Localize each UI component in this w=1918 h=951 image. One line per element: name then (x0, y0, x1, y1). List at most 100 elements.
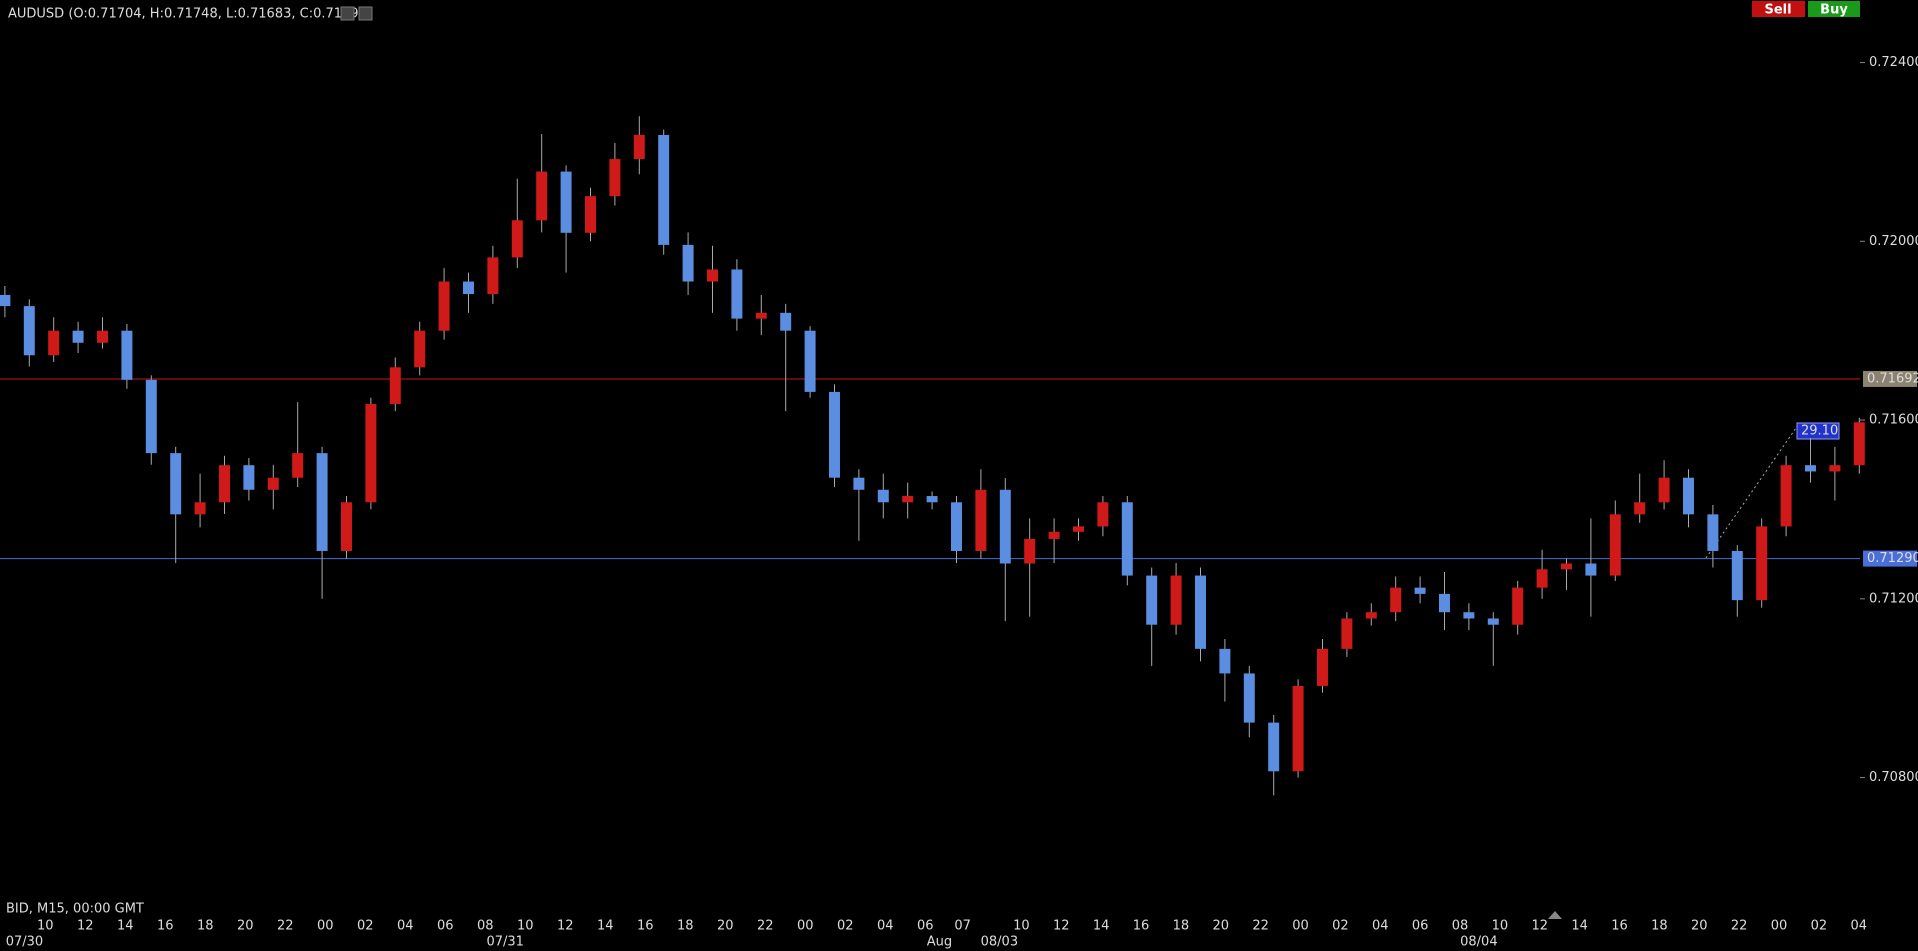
x-hour-label: 08 (477, 919, 494, 934)
candle-body (1316, 648, 1328, 686)
candle-body (926, 496, 938, 503)
x-hour-label: 06 (437, 919, 454, 934)
candle-body (1365, 612, 1377, 619)
candle-body (780, 312, 792, 331)
candle-body (1438, 593, 1450, 613)
y-tick-label: 0.71600 (1869, 413, 1918, 428)
price-label: 0.71692 (1867, 371, 1918, 386)
candle-body (804, 330, 816, 392)
sell-button[interactable] (1752, 1, 1805, 17)
candle-body (487, 257, 499, 295)
x-hour-label: 18 (197, 919, 214, 934)
x-date-label: 07/30 (6, 935, 43, 950)
x-hour-label: 20 (1691, 919, 1708, 934)
x-hour-label: 18 (1651, 919, 1668, 934)
x-hour-label: 06 (1412, 919, 1429, 934)
x-hour-label: 04 (1372, 919, 1389, 934)
candle-body (682, 244, 694, 282)
candle-body (511, 220, 523, 258)
x-hour-label: 16 (157, 919, 174, 934)
candle-body (828, 391, 840, 478)
x-hour-label: 16 (1611, 919, 1628, 934)
candle-body (658, 134, 670, 245)
x-hour-label: 04 (1851, 919, 1868, 934)
x-hour-label: 18 (677, 919, 694, 934)
candle-body (1097, 502, 1109, 527)
candle-body (267, 477, 279, 490)
candle-body (463, 281, 474, 295)
scroll-marker[interactable] (1548, 911, 1562, 919)
candle-body (1780, 465, 1792, 527)
y-tick-label: 0.71200 (1869, 591, 1918, 606)
candle-body (1463, 612, 1475, 619)
candle-body (560, 171, 572, 233)
x-hour-label: 12 (77, 919, 94, 934)
candle-body (292, 453, 304, 478)
candle-body (609, 159, 621, 197)
candle-body (1292, 685, 1304, 772)
candle-body (341, 502, 352, 551)
candle-body (1707, 514, 1719, 551)
candle-body (1585, 563, 1597, 576)
candle-body (414, 330, 426, 368)
candle-body (438, 281, 450, 331)
candle-body (633, 134, 645, 160)
x-hour-label: 16 (637, 919, 654, 934)
candle-body (170, 453, 182, 515)
icon[interactable] (358, 6, 373, 21)
candle-body (1512, 587, 1524, 625)
candle-body (1682, 477, 1694, 515)
measure-label: 29.10 (1801, 424, 1838, 439)
x-hour-label: 00 (797, 919, 814, 934)
x-date-label: 08/03 (981, 935, 1018, 950)
x-hour-label: 00 (317, 919, 334, 934)
candle-body (1219, 648, 1231, 674)
candle-body (1146, 575, 1158, 625)
x-hour-label: 18 (1173, 919, 1190, 934)
x-hour-label: 22 (1252, 919, 1269, 934)
candle-body (1609, 514, 1621, 576)
x-date-label: 07/31 (486, 935, 523, 950)
x-hour-label: 00 (1292, 919, 1309, 934)
x-hour-label: 14 (1093, 919, 1110, 934)
x-hour-label: 06 (917, 919, 934, 934)
candle-body (877, 489, 889, 503)
candle-body (365, 403, 377, 503)
x-hour-label: 20 (717, 919, 734, 934)
y-tick-label: 0.70800 (1869, 770, 1918, 785)
candle-body (1829, 465, 1841, 472)
x-hour-label: 16 (1133, 919, 1150, 934)
candle-body (902, 496, 914, 503)
y-tick-label: 0.72000 (1869, 234, 1918, 249)
buy-button[interactable] (1808, 1, 1860, 17)
candle-body (1194, 575, 1206, 649)
buy-label[interactable]: Buy (1820, 3, 1848, 18)
candle-body (975, 489, 987, 551)
candle-body (1390, 587, 1402, 613)
candle-body (853, 477, 865, 490)
icon[interactable] (340, 6, 355, 21)
x-hour-label: 22 (1731, 919, 1748, 934)
candle-body (999, 489, 1011, 564)
candle-body (1487, 618, 1499, 625)
x-hour-label: 08 (1452, 919, 1469, 934)
x-hour-label: 10 (1013, 919, 1030, 934)
candle-body (1170, 575, 1182, 625)
candle-body (1634, 502, 1646, 515)
candle-body (731, 269, 743, 319)
x-hour-label: 10 (517, 919, 534, 934)
price-label-bg (1863, 370, 1917, 387)
candle-body (1268, 722, 1280, 772)
candle-body (950, 502, 962, 551)
candle-body (755, 312, 767, 319)
x-date-label: 08/04 (1460, 935, 1497, 950)
candle-body (194, 502, 206, 515)
sell-label[interactable]: Sell (1764, 3, 1791, 18)
x-hour-label: 22 (277, 919, 294, 934)
x-hour-label: 02 (357, 919, 374, 934)
x-hour-label: 07 (954, 919, 971, 934)
x-hour-label: 02 (1332, 919, 1349, 934)
candle-body (97, 330, 108, 343)
candle-body (316, 453, 328, 551)
